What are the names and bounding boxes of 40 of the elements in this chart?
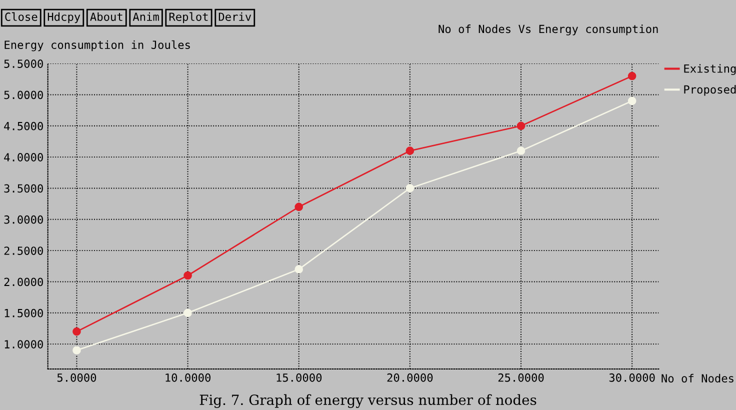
point — [294, 202, 304, 212]
point — [72, 327, 81, 336]
y-tick-label: 2.0000 — [4, 278, 43, 286]
y-tick-label: 5.5000 — [4, 60, 43, 68]
text: Replot — [169, 12, 208, 24]
legend-label: Proposed — [684, 85, 736, 96]
y-tick-label: 2.5000 — [4, 246, 43, 255]
x-tick-label: 30.0000 — [609, 373, 655, 382]
y-tick-label: 4.5000 — [4, 122, 43, 130]
y-tick-label: 1.5000 — [4, 308, 43, 318]
text: Close — [5, 12, 38, 21]
text: Deriv — [218, 12, 252, 21]
x-tick-label: 15.0000 — [276, 373, 322, 382]
x-tick-label: 5.0000 — [57, 373, 96, 382]
caption: Fig. 7. Graph of energy versus number of nodes — [200, 394, 536, 408]
y-tick-label: 3.5000 — [4, 184, 43, 193]
point — [184, 271, 192, 280]
y-tick-label: 5.0000 — [4, 90, 43, 100]
x-tick-label: 10.0000 — [166, 373, 210, 382]
point — [406, 146, 414, 155]
y-tick-label: 3.0000 — [4, 215, 43, 224]
point — [628, 96, 636, 106]
point — [72, 346, 81, 354]
point — [406, 184, 414, 192]
point — [294, 265, 304, 274]
y-axis-title: Energy consumption in Joules — [4, 40, 190, 52]
point — [516, 122, 526, 130]
text: About — [90, 12, 122, 21]
y-tick-label: 4.0000 — [4, 153, 43, 162]
point — [628, 72, 636, 80]
x-axis-title: No of Nodes — [662, 374, 734, 383]
point — [184, 308, 192, 318]
text: Hdcpy — [48, 12, 80, 24]
point — [516, 146, 526, 155]
x-tick-label: 25.0000 — [498, 373, 544, 382]
legend-label: Existing — [684, 64, 736, 75]
y-tick-label: 1.0000 — [4, 340, 43, 348]
chart-title: No of Nodes Vs Energy consumption — [438, 24, 658, 36]
text: Anim — [132, 12, 159, 21]
x-tick-label: 20.0000 — [387, 373, 433, 382]
